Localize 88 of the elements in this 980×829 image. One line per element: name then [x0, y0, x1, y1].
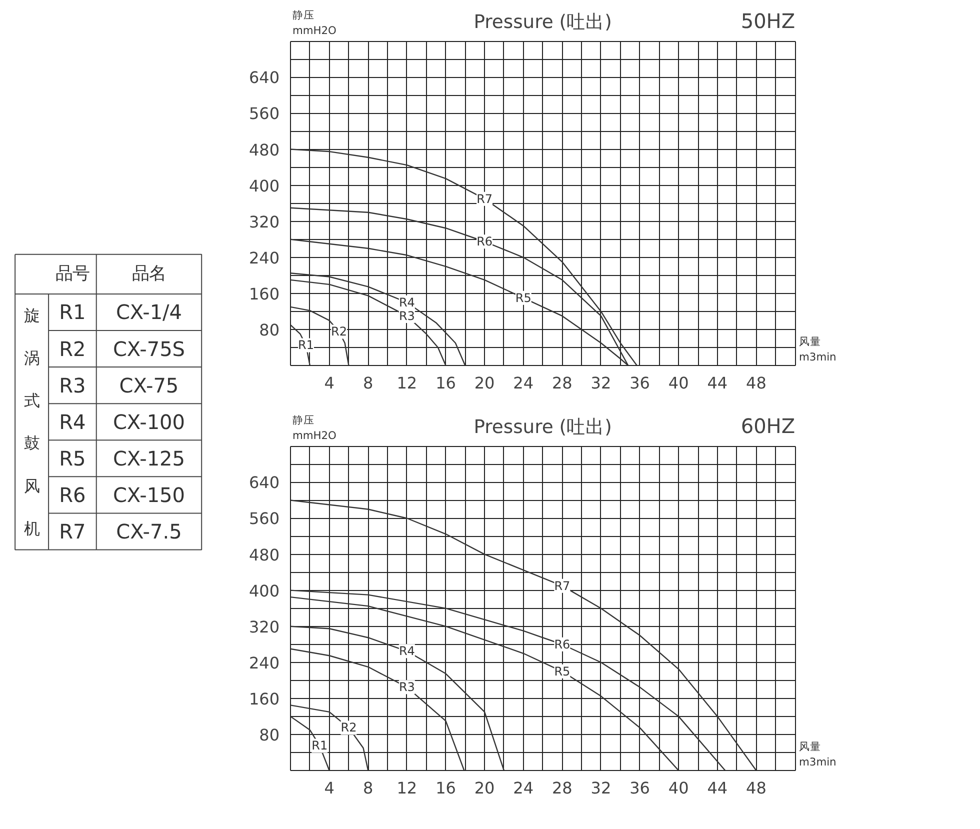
x-axis-title: 风量 m3min [799, 334, 836, 364]
text: 品名 [132, 264, 166, 284]
x-tick-label: 24 [513, 374, 534, 392]
line-series [290, 500, 757, 770]
series-label: R6 [476, 234, 493, 249]
x-tick-label: 32 [590, 374, 612, 392]
text: R7 [59, 520, 86, 544]
series-label: R7 [476, 192, 493, 206]
text: R2 [59, 336, 86, 361]
y-tick-label: 640 [248, 68, 280, 88]
y-tick-label: 160 [248, 689, 280, 708]
text: CX-75S [112, 336, 185, 361]
line-series [290, 716, 330, 770]
text: R3 [59, 373, 86, 398]
series-label: R3 [398, 680, 415, 694]
line-series [290, 626, 505, 770]
x-tick-label: 20 [474, 374, 495, 392]
text: CX-150 [112, 482, 186, 507]
y-tick-label: 240 [248, 248, 280, 268]
series-label: R4 [398, 644, 415, 658]
line-series [290, 306, 350, 366]
x-axis-title: 风量 m3min [799, 740, 836, 768]
text: R5 [59, 446, 86, 470]
y-tick-label: 480 [248, 545, 280, 564]
text: R1 [59, 300, 86, 324]
x-tick-label: 28 [552, 778, 572, 798]
series-label: R7 [554, 578, 570, 593]
y-tick-label: 560 [248, 509, 280, 528]
chart-title: Pressure (吐出) [474, 417, 612, 438]
series-label: R1 [312, 738, 328, 753]
y-axis-title: 静压 mmH2O [292, 8, 336, 38]
text: CX-75 [119, 373, 179, 398]
text: CX-7.5 [116, 520, 182, 544]
x-tick-label: 48 [746, 374, 766, 392]
series-label: R2 [340, 720, 357, 735]
y-tick-label: 560 [248, 104, 280, 124]
text: CX-125 [112, 446, 186, 470]
text: 旋涡式鼓风机 [24, 306, 40, 538]
text: R6 [59, 482, 86, 507]
x-tick-label: 4 [324, 374, 334, 392]
chart-subtitle: 50HZ [740, 9, 796, 34]
x-tick-label: 20 [474, 778, 495, 798]
x-tick-label: 8 [363, 374, 374, 392]
series-label: R6 [554, 637, 570, 652]
x-tick-label: 12 [396, 374, 418, 392]
text: CX-100 [112, 410, 186, 434]
x-tick-label: 8 [363, 778, 374, 798]
y-tick-label: 320 [248, 617, 280, 636]
x-tick-label: 40 [668, 374, 689, 392]
y-tick-label: 400 [248, 581, 280, 600]
y-tick-label: 80 [259, 725, 280, 744]
x-tick-label: 32 [590, 778, 612, 798]
x-tick-label: 4 [324, 778, 334, 798]
y-tick-label: 160 [248, 284, 280, 304]
x-tick-label: 16 [436, 778, 456, 798]
x-tick-label: 36 [630, 778, 650, 798]
series-label: R4 [398, 295, 415, 310]
text: R4 [59, 410, 86, 434]
line-series [290, 648, 465, 770]
x-tick-label: 36 [630, 374, 650, 392]
line-series [290, 704, 369, 770]
y-tick-label: 400 [248, 176, 280, 196]
line-series [290, 279, 446, 366]
x-tick-label: 12 [396, 778, 418, 798]
series-label: R1 [298, 338, 314, 352]
series-label: R2 [331, 324, 348, 339]
y-tick-label: 640 [248, 473, 280, 492]
series-label: R5 [554, 664, 570, 678]
text: 品号 [55, 264, 90, 284]
text: CX-1/4 [116, 300, 182, 324]
chart-subtitle: 60HZ [740, 414, 796, 438]
y-tick-label: 320 [248, 212, 280, 232]
x-tick-label: 28 [552, 374, 572, 392]
y-tick-label: 240 [248, 653, 280, 672]
y-axis-title: 静压 mmH2O [292, 414, 336, 442]
x-tick-label: 40 [668, 778, 689, 798]
line-series [290, 148, 638, 366]
series-label: R5 [515, 290, 532, 305]
x-tick-label: 44 [707, 374, 728, 392]
x-tick-label: 44 [707, 778, 728, 798]
y-tick-label: 480 [248, 140, 280, 160]
x-tick-label: 48 [746, 778, 766, 798]
x-tick-label: 16 [436, 374, 456, 392]
line-series [290, 272, 466, 366]
x-tick-label: 24 [513, 778, 534, 798]
series-label: R3 [398, 308, 415, 323]
chart-title: Pressure (吐出) [474, 12, 612, 34]
y-tick-label: 80 [259, 320, 280, 340]
